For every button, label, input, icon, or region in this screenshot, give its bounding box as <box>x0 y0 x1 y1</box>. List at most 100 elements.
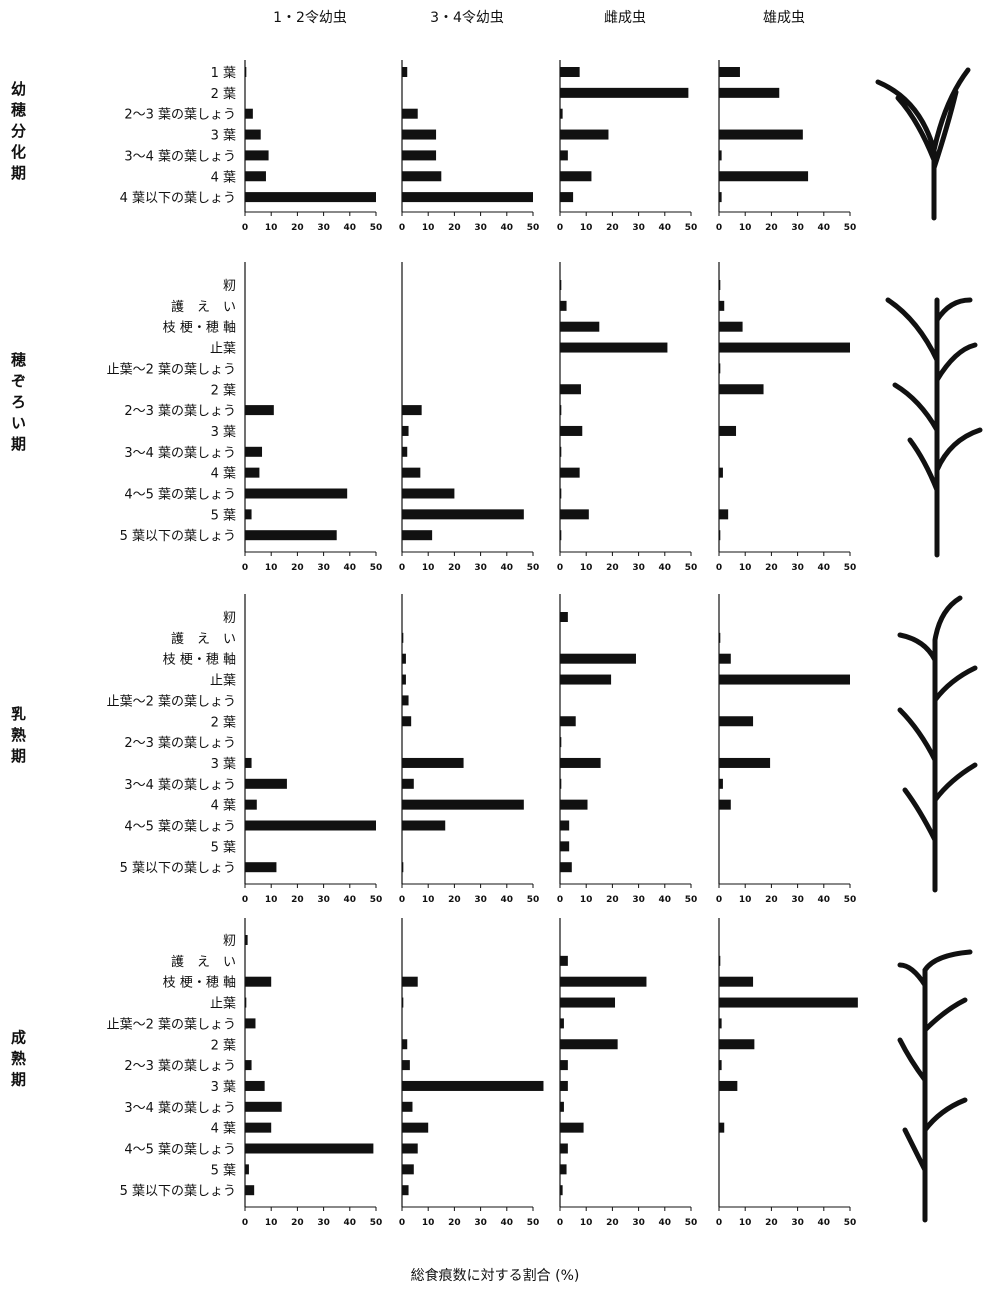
x-tick-label: 20 <box>448 223 461 233</box>
x-tick-label: 40 <box>659 1218 672 1228</box>
stage-label: 穂ぞろい期 <box>9 351 27 457</box>
x-tick-label: 20 <box>606 1218 619 1228</box>
bar <box>245 171 266 182</box>
bar <box>719 363 721 374</box>
bar <box>560 280 562 290</box>
bar <box>402 1060 410 1071</box>
category-label: 4 葉 <box>211 799 236 814</box>
bar <box>402 716 412 727</box>
bar <box>560 674 612 685</box>
category-label: 4～5 葉の葉しょう <box>124 488 236 503</box>
x-tick-label: 40 <box>344 895 357 905</box>
bar <box>402 405 422 416</box>
bar <box>560 405 562 416</box>
x-tick-label: 30 <box>317 223 330 233</box>
x-tick-label: 0 <box>557 223 563 233</box>
x-tick-label: 40 <box>659 223 672 233</box>
bar <box>245 446 263 457</box>
x-tick-label: 30 <box>632 1218 645 1228</box>
x-tick-label: 10 <box>422 895 435 905</box>
x-tick-label: 50 <box>370 223 383 233</box>
bar <box>245 1122 272 1133</box>
x-tick-label: 10 <box>580 223 593 233</box>
category-label: 4～5 葉の葉しょう <box>124 820 236 835</box>
column-header: 雌成虫 <box>604 10 646 26</box>
bar <box>560 1122 584 1133</box>
x-tick-label: 10 <box>580 563 593 573</box>
bar <box>719 1060 722 1071</box>
bar <box>560 108 563 119</box>
x-tick-label: 0 <box>399 223 405 233</box>
bar <box>560 1101 564 1112</box>
bar <box>719 1039 755 1050</box>
bar <box>560 446 562 457</box>
bar <box>245 467 260 478</box>
bar <box>402 488 455 499</box>
x-tick-label: 40 <box>501 1218 514 1228</box>
bar <box>560 612 568 622</box>
x-tick-label: 50 <box>844 563 857 573</box>
bar <box>560 1080 568 1091</box>
bar <box>402 1164 414 1175</box>
bar <box>560 150 568 161</box>
x-tick-label: 50 <box>527 895 540 905</box>
bar <box>560 757 601 768</box>
x-tick-label: 10 <box>422 1218 435 1228</box>
bar <box>560 467 580 478</box>
bar <box>560 425 583 436</box>
bar <box>402 997 404 1008</box>
x-tick-label: 30 <box>474 563 487 573</box>
bar <box>719 87 780 98</box>
bar <box>719 632 721 643</box>
bar <box>245 1080 265 1091</box>
bar <box>560 820 570 831</box>
x-tick-label: 20 <box>448 895 461 905</box>
category-label: 護 え い <box>171 631 236 647</box>
x-tick-label: 40 <box>501 563 514 573</box>
bar <box>560 955 568 966</box>
x-tick-label: 10 <box>580 1218 593 1228</box>
bar <box>402 757 464 768</box>
x-tick-label: 40 <box>344 1218 357 1228</box>
x-tick-label: 30 <box>474 223 487 233</box>
bar <box>560 342 668 353</box>
category-label: 止葉～2 葉の葉しょう <box>107 362 236 377</box>
bar <box>560 300 567 311</box>
bar <box>719 467 723 478</box>
category-label: 5 葉 <box>211 840 236 855</box>
bar <box>719 321 743 332</box>
bar <box>402 446 408 457</box>
category-label: 籾 <box>223 611 236 626</box>
x-tick-label: 0 <box>242 563 248 573</box>
bar <box>245 820 376 831</box>
bar <box>402 632 404 643</box>
bar <box>719 799 731 810</box>
bar <box>402 1185 409 1196</box>
bar <box>719 509 729 520</box>
x-tick-label: 30 <box>632 895 645 905</box>
category-label: 3 葉 <box>211 129 236 144</box>
x-tick-label: 20 <box>765 1218 778 1228</box>
bar <box>245 935 248 945</box>
stage-label: 幼穂分化期 <box>9 80 27 186</box>
x-tick-label: 20 <box>765 895 778 905</box>
category-label: 3 葉 <box>211 425 236 440</box>
bar <box>719 674 850 685</box>
category-label: 4 葉 <box>211 467 236 482</box>
x-tick-label: 0 <box>557 563 563 573</box>
x-tick-label: 0 <box>716 563 722 573</box>
bar <box>245 1018 256 1029</box>
bar <box>719 653 731 664</box>
bar <box>719 425 737 436</box>
x-tick-label: 10 <box>422 563 435 573</box>
bar <box>719 67 740 77</box>
bar <box>245 488 348 499</box>
bar <box>560 1143 568 1154</box>
bar <box>560 87 689 98</box>
bar <box>719 530 721 541</box>
x-tick-label: 50 <box>685 1218 698 1228</box>
category-label: 3 葉 <box>211 1080 236 1095</box>
bar <box>719 129 803 140</box>
x-tick-label: 10 <box>739 223 752 233</box>
x-tick-label: 0 <box>716 223 722 233</box>
